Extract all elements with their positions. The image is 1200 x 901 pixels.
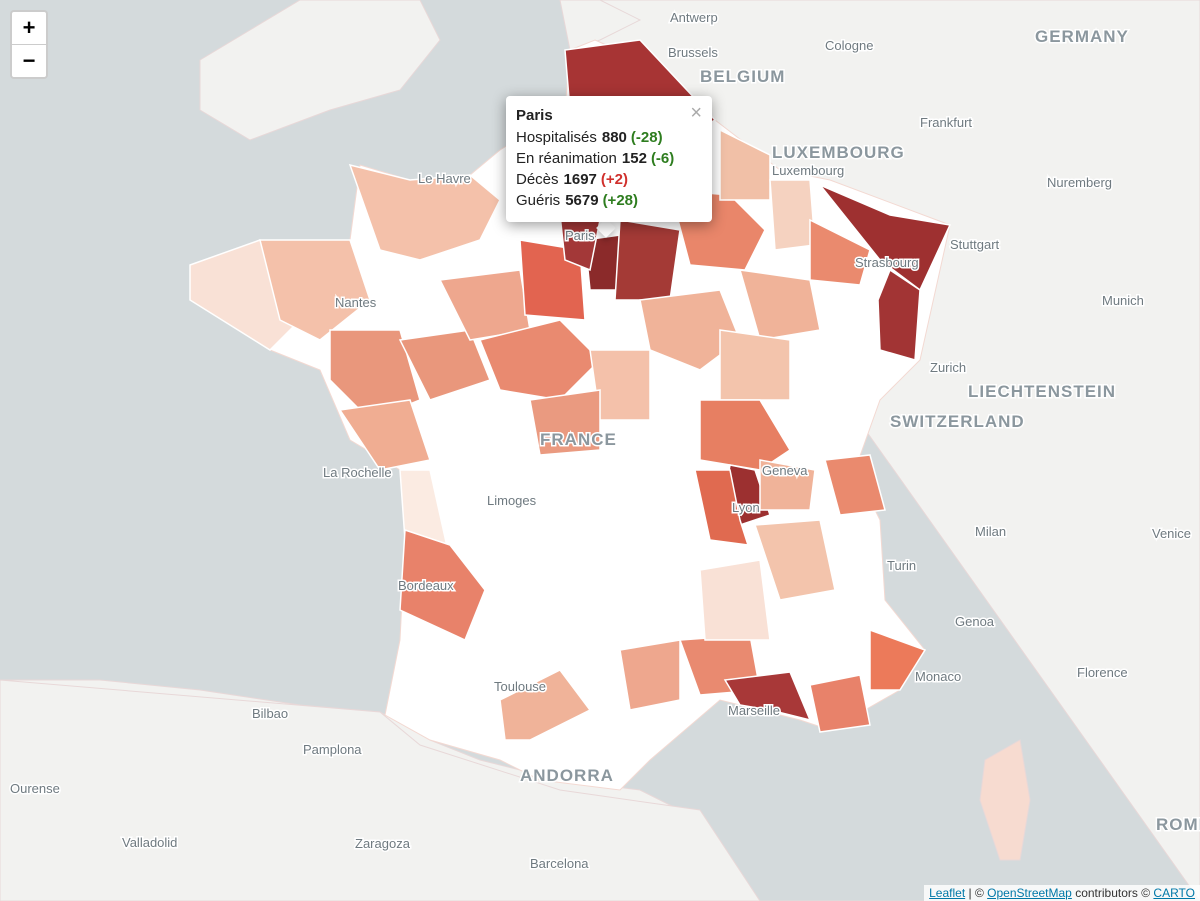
row-change: (-28) (630, 129, 663, 146)
popup: Paris × Hospitalisés 880 (-28) En réanimati… (506, 96, 712, 222)
map-label: Frankfurt (920, 115, 972, 130)
map-label: Nuremberg (1047, 175, 1112, 190)
row-label: Décès (516, 171, 559, 188)
map-label: Valladolid (122, 835, 177, 850)
popup-row: Hospitalisés 880 (-28) (516, 129, 663, 146)
map-label: BELGIUM (700, 67, 785, 86)
row-value: 5679 (565, 192, 599, 209)
map-label: Paris (565, 228, 595, 243)
popup-row: En réanimation 152 (-6) (516, 150, 674, 167)
popup-close[interactable]: × (690, 102, 702, 124)
row-value: 880 (601, 129, 627, 146)
map-label: LIECHTENSTEIN (968, 382, 1116, 401)
map-label: Toulouse (494, 679, 546, 694)
map-label: Luxembourg (772, 163, 844, 178)
zoom-in[interactable]: + (12, 12, 46, 45)
attribution: Leaflet | © OpenStreetMap contributors ©… (924, 885, 1200, 901)
osm-link[interactable]: OpenStreetMap (987, 886, 1072, 900)
row-change: (+28) (602, 192, 638, 209)
map-label: Zurich (930, 360, 966, 375)
map-label: Le Havre (418, 171, 471, 186)
map-label: Geneva (762, 463, 808, 478)
popup-row: Décès 1697 (+2) (516, 171, 628, 188)
popup-row: Guéris 5679 (+28) (516, 192, 638, 209)
map-label: ROME (1156, 815, 1200, 834)
zoom-control: + − (10, 10, 48, 79)
map-label: FRANCE (540, 430, 617, 449)
map-label: Milan (975, 524, 1006, 539)
attribution-text: | © (968, 886, 984, 900)
map-label: Florence (1077, 665, 1128, 680)
map-label: Bilbao (252, 706, 288, 721)
row-label: Guéris (516, 192, 561, 209)
map-label: SWITZERLAND (890, 412, 1025, 431)
map-label: ANDORRA (520, 766, 614, 785)
map-label: Barcelona (530, 856, 589, 871)
map-label: Lyon (732, 500, 760, 515)
map-label: Pamplona (303, 742, 362, 757)
map-label: Venice (1152, 526, 1191, 541)
map-label: Bordeaux (398, 578, 454, 593)
attribution-text: contributors © (1075, 886, 1151, 900)
leaflet-link[interactable]: Leaflet (929, 886, 966, 900)
map-label: Nantes (335, 295, 377, 310)
zoom-out[interactable]: − (22, 48, 36, 73)
map-label: Limoges (487, 493, 537, 508)
map-label: Monaco (915, 669, 961, 684)
carto-link[interactable]: CARTO (1153, 886, 1195, 900)
map-label: Stuttgart (950, 237, 1000, 252)
map-label: Genoa (955, 614, 995, 629)
popup-title: Paris (516, 107, 553, 124)
row-value: 1697 (563, 171, 597, 188)
map-label: Strasbourg (855, 255, 919, 270)
map-label: Turin (887, 558, 916, 573)
map-label: GERMANY (1035, 27, 1129, 46)
row-change: (-6) (650, 150, 675, 167)
map-label: Brussels (668, 45, 718, 60)
map-label: Zaragoza (355, 836, 411, 851)
map-label: Ourense (10, 781, 60, 796)
row-label: En réanimation (516, 150, 617, 167)
map-label: Antwerp (670, 10, 718, 25)
map-label: Marseille (728, 703, 780, 718)
row-change: (+2) (600, 171, 628, 188)
map-label: Munich (1102, 293, 1144, 308)
map-label: Cologne (825, 38, 873, 53)
row-label: Hospitalisés (516, 129, 597, 146)
map-label: LUXEMBOURG (772, 143, 905, 162)
row-value: 152 (621, 150, 647, 167)
map-label: La Rochelle (323, 465, 392, 480)
